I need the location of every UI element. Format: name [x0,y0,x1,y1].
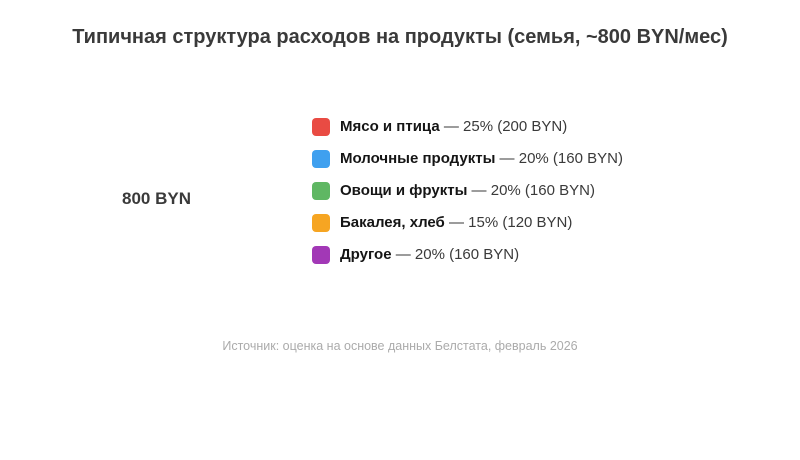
legend-item: Овощи и фрукты — 20% (160 BYN) [312,182,623,200]
legend-color-swatch [312,246,330,264]
legend-item-value: — 20% (160 BYN) [467,182,595,199]
legend-color-swatch [312,182,330,200]
legend-color-swatch [312,214,330,232]
legend-item-name: Мясо и птица [340,118,440,135]
donut-center-total-label: 800 BYN [122,189,191,208]
legend-item-label: Мясо и птица — 25% (200 BYN) [340,118,567,136]
legend-item-name: Другое [340,246,392,263]
source-note: Источник: оценка на основе данных Белста… [222,339,578,353]
legend-item-name: Бакалея, хлеб [340,214,445,231]
legend-color-swatch [312,150,330,168]
legend-color-swatch [312,118,330,136]
legend-item-name: Овощи и фрукты [340,182,468,199]
legend-item-label: Другое — 20% (160 BYN) [340,246,519,264]
legend-item-value: — 20% (160 BYN) [391,246,520,263]
legend-item-value: — 20% (160 BYN) [495,150,623,167]
legend-item: Мясо и птица — 25% (200 BYN) [312,118,623,136]
legend-item: Другое — 20% (160 BYN) [312,246,623,264]
legend-item-name: Молочные продукты [340,150,496,167]
legend-item-label: Бакалея, хлеб — 15% (120 BYN) [340,214,572,232]
legend-item-label: Молочные продукты — 20% (160 BYN) [340,150,623,168]
legend-item-label: Овощи и фрукты — 20% (160 BYN) [340,182,595,200]
legend: Мясо и птица — 25% (200 BYN) Молочные пр… [312,118,623,278]
chart-title: Типичная структура расходов на продукты … [72,26,728,48]
legend-item-value: — 15% (120 BYN) [444,214,573,231]
legend-item: Бакалея, хлеб — 15% (120 BYN) [312,214,623,232]
legend-item-value: — 25% (200 BYN) [439,118,568,135]
legend-item: Молочные продукты — 20% (160 BYN) [312,150,623,168]
